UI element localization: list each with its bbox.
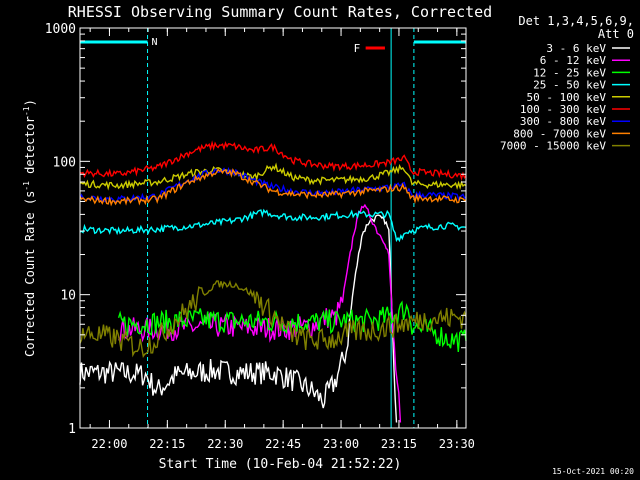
series-line — [79, 214, 398, 423]
y-tick-label: 10 — [60, 289, 76, 304]
legend-entry-label: 3 - 6 keV — [546, 42, 606, 55]
series-line — [79, 140, 467, 181]
x-tick-label: 23:00 — [323, 437, 359, 451]
x-axis: 22:00 22:15 22:30 22:45 23:00 23:15 23:30 — [89, 28, 475, 451]
series-line — [79, 208, 467, 243]
y-axis-label-part: ) — [23, 99, 37, 106]
date-stamp: 15-Oct-2021 00:20 — [552, 467, 634, 476]
series-line — [117, 300, 467, 352]
legend-entry-label: 300 - 800 keV — [520, 115, 606, 128]
legend-entry-label: 7000 - 15000 keV — [500, 140, 606, 153]
x-tick-label: 22:15 — [149, 437, 185, 451]
y-tick-label: 100 — [53, 155, 76, 170]
legend-entry-label: 6 - 12 keV — [540, 54, 607, 67]
legend-entry-label: 800 - 7000 keV — [513, 127, 606, 140]
x-axis-label: Start Time (10-Feb-04 21:52:22) — [159, 457, 402, 472]
night-label: N — [152, 37, 158, 48]
x-tick-label: 22:45 — [265, 437, 301, 451]
legend-header-detectors: Det 1,3,4,5,6,9, — [518, 14, 634, 28]
legend-entry-label: 25 - 50 keV — [533, 79, 606, 92]
x-tick-label: 22:00 — [91, 437, 127, 451]
series-line — [79, 162, 467, 191]
y-axis-label-part: detector — [23, 116, 37, 181]
legend-header-attenuator: Att 0 — [598, 27, 634, 41]
legend-entry-label: 12 - 25 keV — [533, 66, 606, 79]
y-tick-label: 1000 — [45, 22, 76, 37]
y-tick-label: 1 — [68, 422, 76, 437]
series-line — [79, 168, 467, 207]
x-tick-label: 22:30 — [207, 437, 243, 451]
chart-title: RHESSI Observing Summary Count Rates, Co… — [68, 3, 492, 21]
y-axis-label-superscript: -1 — [22, 181, 31, 191]
flare-label: F — [354, 42, 361, 55]
plot-frame — [79, 27, 467, 429]
x-tick-label: 23:30 — [439, 437, 475, 451]
y-axis-label: Corrected Count Rate (s-1 detector-1) — [22, 99, 37, 357]
y-axis-label-part: Corrected Count Rate (s — [23, 191, 37, 357]
y-axis: 1 10 100 1000 — [45, 22, 466, 437]
y-axis-label-superscript: -1 — [22, 106, 31, 116]
x-tick-label: 23:15 — [381, 437, 417, 451]
legend-entry-label: 100 - 300 keV — [520, 103, 606, 116]
legend-entry-label: 50 - 100 keV — [527, 91, 607, 104]
series-line — [79, 279, 467, 358]
series-line — [79, 166, 467, 203]
